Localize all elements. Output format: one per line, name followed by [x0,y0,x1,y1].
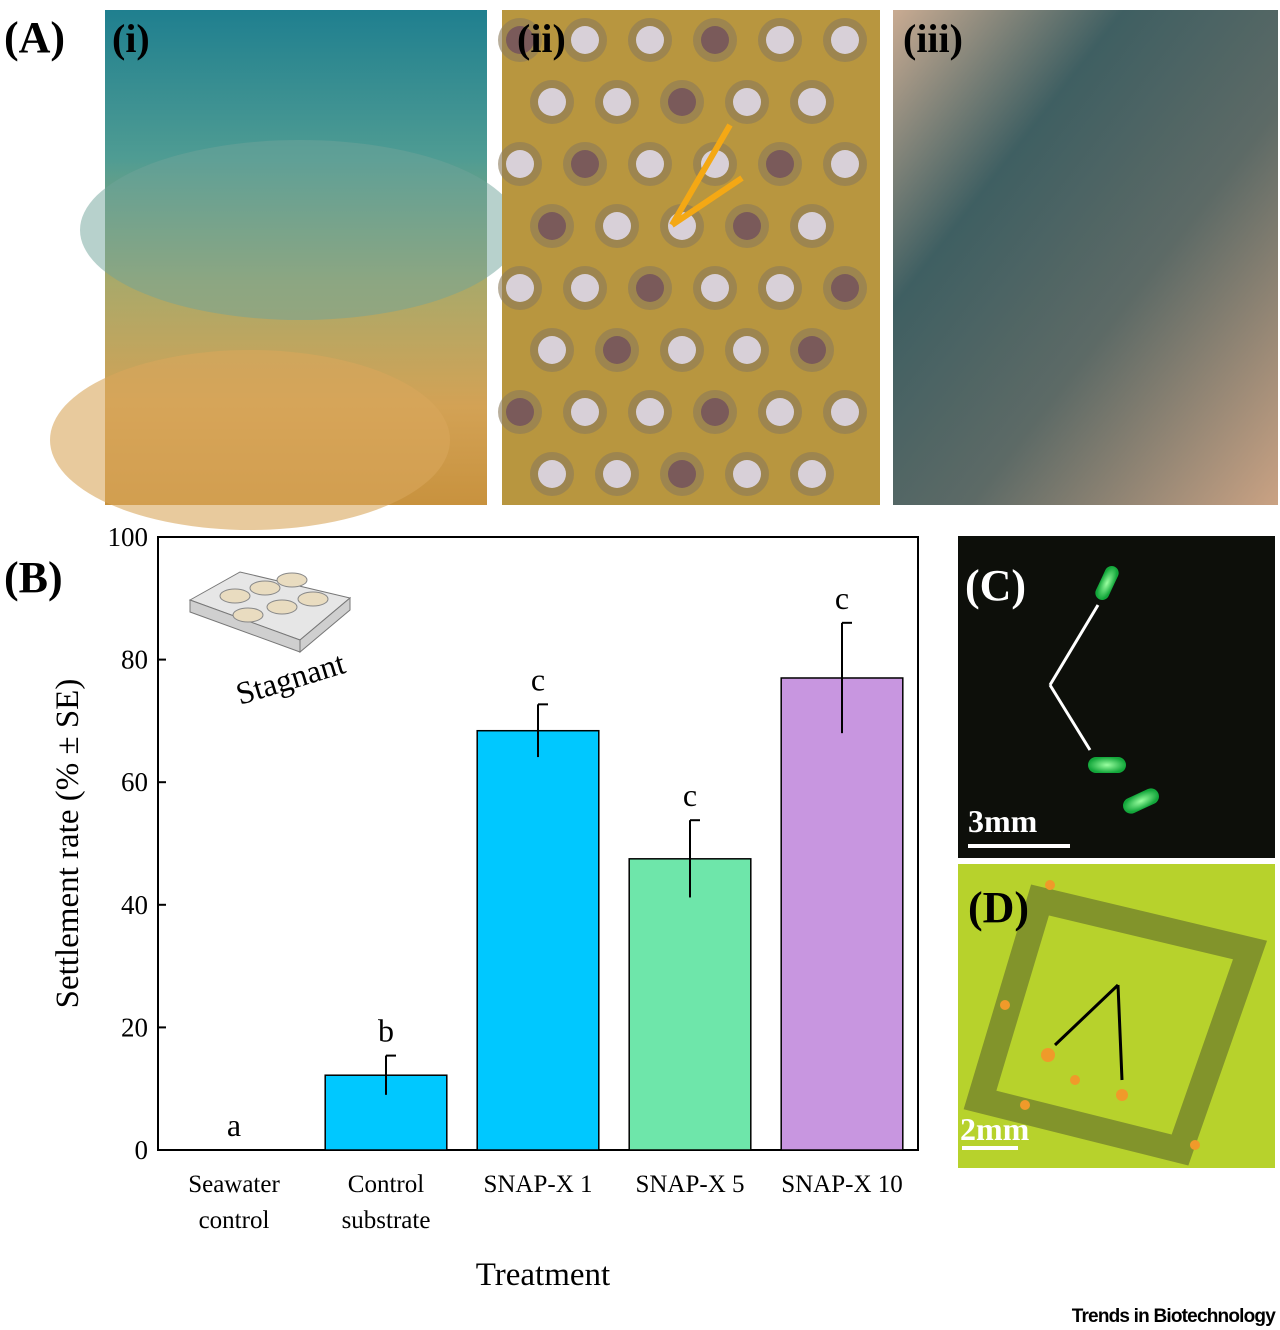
panel-label: (iii) [903,16,963,61]
x-tick-label: SNAP-X 1 [483,1171,592,1198]
polyp [506,274,534,302]
polyp [701,274,729,302]
larva [1088,757,1126,773]
bar-chart: 0 20 40 60 80 100 Settlement rate (% ± SE) Trea… [50,522,919,1293]
polyp [668,460,696,488]
inset-label: Stagnant [232,644,350,711]
footer: Trends in Biotechnology [1072,1306,1277,1327]
polyp [571,274,599,302]
photo-fluorescence [958,536,1275,858]
y-tick-label: 20 [121,1012,148,1042]
polyp [831,26,859,54]
significance-letter: c [835,580,849,616]
bar [780,677,904,1151]
x-tick-label: substrate [342,1207,431,1234]
polyp [701,398,729,426]
polyp [668,336,696,364]
polyp [733,88,761,116]
y-tick-label: 0 [135,1135,149,1165]
polyp [636,150,664,178]
larva [1123,788,1159,814]
larvae [1000,880,1200,1150]
significance-letter: b [378,1013,394,1049]
panel-label: (A) [4,13,65,62]
polyp [798,212,826,240]
polyp [636,398,664,426]
polyp [538,460,566,488]
polyp [538,336,566,364]
polyp [766,26,794,54]
polyp [798,336,826,364]
polyp [636,274,664,302]
scale-label: 2mm [960,1111,1030,1147]
polyp [636,26,664,54]
y-tick-label: 60 [121,767,148,797]
polyp [603,212,631,240]
polyp [571,398,599,426]
polyp [766,150,794,178]
grid-frame [963,884,1268,1166]
significance-letter: a [227,1107,241,1143]
polyp [571,150,599,178]
polyp [603,88,631,116]
x-tick-label: Seawater [188,1171,280,1198]
x-tick-label: Control [348,1171,424,1198]
polyp [506,26,534,54]
larva [1095,566,1119,600]
panel-label: (ii) [517,16,566,61]
polyp [798,88,826,116]
polyp [798,460,826,488]
x-tick-label: control [199,1207,270,1234]
polyp [571,26,599,54]
polyp [733,212,761,240]
panel-label: (D) [968,883,1029,932]
polyp [603,460,631,488]
photo-larvae [893,10,1278,505]
x-axis-label: Treatment [476,1257,610,1293]
polyp [733,460,761,488]
y-tick-label: 40 [121,890,148,920]
panel-label: (i) [112,16,150,61]
well-plate-icon [188,571,352,654]
polyp [506,150,534,178]
significance-letter: c [531,661,545,697]
y-axis-label: Settlement rate (% ± SE) [50,679,86,1009]
polyp [506,398,534,426]
polyp [701,26,729,54]
polyp [668,88,696,116]
polyp [766,274,794,302]
bar [476,729,600,1151]
panel-label: (C) [965,561,1026,610]
scale-label: 3mm [968,803,1038,839]
x-tick-label: SNAP-X 5 [635,1171,744,1198]
x-tick-label: SNAP-X 10 [781,1171,903,1198]
arrow [1053,983,1124,1081]
polyp [831,274,859,302]
y-tick-label: 100 [108,522,149,552]
polyp [831,150,859,178]
polyp [766,398,794,426]
polyp [733,336,761,364]
coral-mound [80,140,520,320]
polyp [538,88,566,116]
arrow [1048,604,1100,751]
y-tick-label: 80 [121,645,148,675]
significance-letter: c [683,777,697,813]
polyp [831,398,859,426]
arrow [669,123,744,228]
panel-label: (B) [4,553,63,602]
polyp [603,336,631,364]
coral-mound [50,350,450,530]
bar [628,858,752,1151]
polyp [538,212,566,240]
